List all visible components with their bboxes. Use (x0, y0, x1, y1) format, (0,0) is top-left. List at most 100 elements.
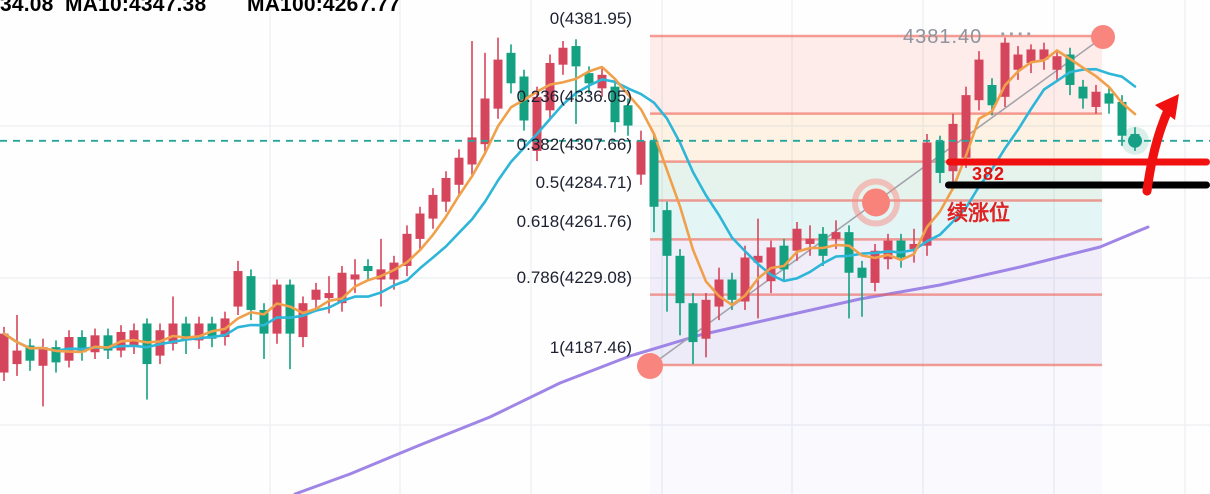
candle (77, 337, 87, 353)
candle (610, 86, 620, 123)
candle (480, 98, 490, 145)
candle (298, 303, 308, 338)
candle (870, 250, 880, 283)
fib-band (650, 36, 1102, 114)
candle (545, 62, 555, 111)
candle (805, 238, 815, 244)
fib-label-1: 0.236(4336.05) (516, 87, 632, 106)
candle (532, 96, 542, 151)
candle (857, 267, 867, 278)
candle (675, 255, 685, 304)
candle (0, 333, 9, 373)
candle (363, 265, 373, 272)
candle (233, 271, 243, 307)
continuation-rise-label: 续涨位 (947, 202, 1010, 225)
candle (584, 73, 594, 84)
candle (428, 194, 438, 219)
candle (649, 140, 659, 207)
last-price-dot (1128, 133, 1142, 148)
candle (272, 284, 282, 334)
candle (1104, 93, 1114, 104)
candle (441, 178, 451, 202)
candle (987, 84, 997, 106)
candle (168, 323, 178, 344)
candle (194, 323, 204, 341)
candle (1000, 42, 1010, 97)
legend-ma5-value: 34.08 (0, 0, 54, 16)
candle (454, 157, 464, 185)
candle (181, 323, 191, 341)
candle (922, 142, 932, 246)
fib-band (650, 113, 1102, 162)
candle (376, 269, 386, 280)
candle (493, 59, 503, 109)
candle (1117, 101, 1127, 136)
candle (831, 232, 841, 239)
candle (142, 323, 152, 365)
candle (701, 299, 711, 339)
candle (740, 257, 750, 302)
candle (779, 245, 789, 270)
entry-circle-ring[interactable] (852, 178, 900, 227)
candle (1091, 91, 1101, 107)
candle (1026, 49, 1036, 63)
candle (974, 59, 984, 101)
fib-anchor-high[interactable] (1091, 25, 1115, 49)
legend-ma10-value: MA10:4347.38 (65, 0, 207, 16)
fib-label-5: 0.786(4229.08) (516, 268, 632, 287)
candle (324, 293, 334, 299)
candle (467, 137, 477, 165)
candle (753, 255, 763, 263)
candle (506, 52, 516, 84)
candle (597, 74, 607, 89)
candle (961, 95, 971, 158)
fib-label-4: 0.618(4261.76) (516, 212, 632, 231)
candle (948, 123, 958, 172)
candle (792, 228, 802, 251)
candle (311, 289, 321, 300)
candle (844, 232, 854, 273)
candle (259, 309, 269, 334)
price-ray-label: 4381.40 (903, 26, 983, 48)
fib-label-6: 1(4187.46) (549, 338, 632, 357)
drawn-red-support-line[interactable] (946, 158, 1210, 166)
candle (688, 303, 698, 343)
fib-label-0: 0(4381.95) (549, 9, 632, 28)
candle (12, 350, 22, 365)
entry-circle-core[interactable] (862, 188, 890, 217)
up-arrow-shaft[interactable] (1142, 103, 1174, 196)
price-ray-dots: ···· (1000, 24, 1035, 46)
candle (571, 46, 581, 67)
fib-column-tint (650, 365, 1102, 494)
fib-anchor-low[interactable] (637, 353, 663, 379)
ma10-line (2, 67, 1137, 353)
candle (818, 233, 828, 256)
candle (51, 347, 61, 363)
candle (1052, 56, 1062, 70)
candle (129, 330, 139, 346)
candle (883, 240, 893, 260)
candle (415, 213, 425, 239)
candle (337, 272, 347, 304)
candle (623, 105, 633, 126)
ma100-line (293, 225, 1150, 494)
candle (714, 279, 724, 307)
level-382-label: 382 (972, 164, 1006, 184)
candle (662, 210, 672, 256)
candle (1078, 86, 1088, 99)
candle (25, 345, 35, 361)
candle (909, 243, 919, 250)
candle (1039, 49, 1049, 60)
candle (766, 247, 776, 282)
candle (350, 274, 360, 280)
candle (558, 47, 568, 65)
candle (90, 335, 100, 353)
candle (285, 284, 295, 334)
candle (246, 276, 256, 310)
legend-ma100-value: MA100:4267.77 (247, 0, 401, 16)
candle (1065, 54, 1075, 85)
candle (727, 279, 737, 300)
up-arrow-head[interactable] (1155, 94, 1179, 120)
